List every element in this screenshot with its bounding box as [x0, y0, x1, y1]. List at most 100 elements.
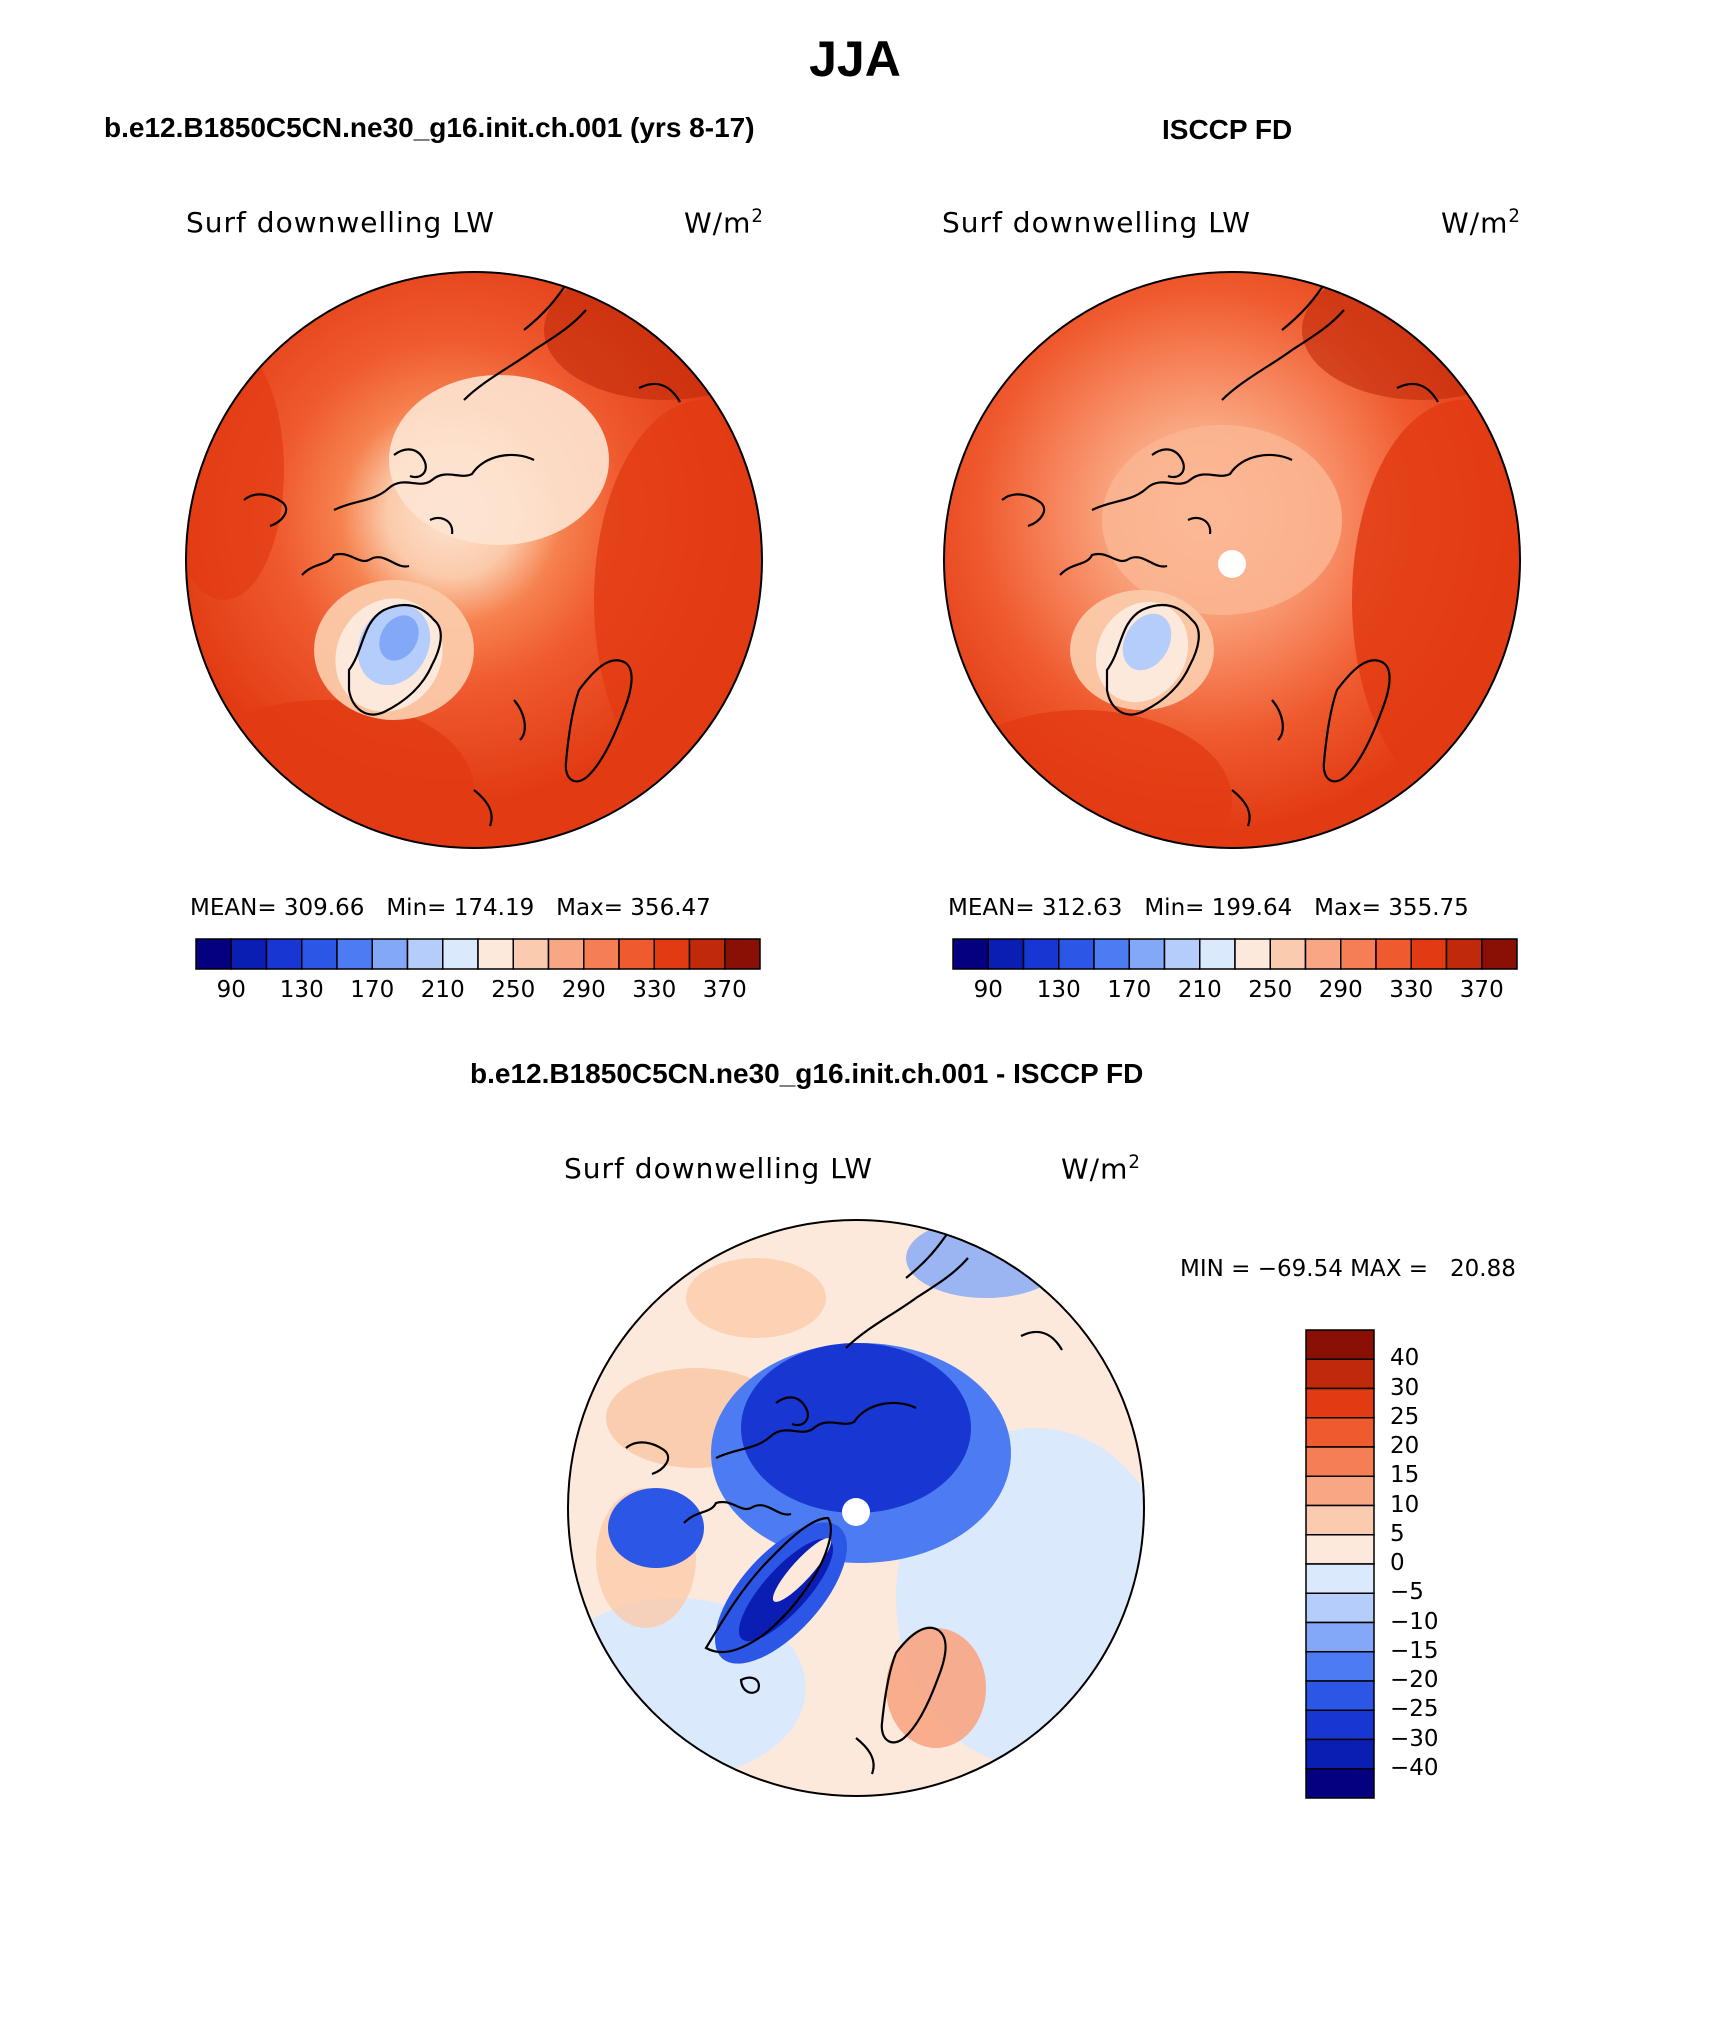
diff-colorbar-tick-label: 0: [1390, 1550, 1405, 1576]
diff-colorbar-box: [1305, 1329, 1375, 1360]
diff-minmax-label: MIN = −69.54 MAX = 20.88: [1180, 1256, 1516, 1282]
panel2-colorbar-box: [1128, 938, 1166, 970]
panel2-colorbar-box: [952, 938, 989, 970]
diff-colorbar-tick-label: −5: [1390, 1579, 1424, 1606]
diff-colorbar-box: [1305, 1563, 1375, 1594]
diff-colorbar-box: [1305, 1504, 1375, 1536]
panel2-pole-missing-data: [1218, 550, 1246, 578]
panel1-colorbar-box: [618, 938, 655, 970]
diff-colorbar-box: [1305, 1680, 1375, 1711]
panel2-min-value: 199.64: [1211, 895, 1293, 921]
panel1-map-boundary: [185, 271, 763, 849]
diff-units-label: W/m2: [1061, 1152, 1141, 1186]
panel1-units-label: W/m2: [684, 206, 764, 240]
diff-colorbar-box: [1305, 1738, 1375, 1770]
panel2-mean-value: 312.63: [1041, 895, 1123, 921]
diff-colorbar-box: [1305, 1709, 1375, 1741]
panel2-colorbar-tick-label: 250: [1248, 977, 1293, 1003]
diff-colorbar-tick-label: 40: [1390, 1345, 1420, 1372]
panel1-colorbar-box: [336, 938, 373, 970]
panel1-stats: MEAN= 309.66 Min= 174.19 Max= 356.47: [190, 895, 711, 921]
diff-colorbar-box: [1305, 1417, 1375, 1448]
diff-colorbar: [1305, 1329, 1375, 1799]
diff-colorbar-tick-label: −20: [1390, 1667, 1439, 1693]
diff-colorbar-tick-label: 15: [1390, 1462, 1420, 1489]
panel1-min-value: 174.19: [453, 895, 535, 921]
panel2-case-title: ISCCP FD: [1162, 114, 1293, 145]
diff-variable-label: Surf downwelling LW: [564, 1152, 873, 1185]
diff-pole-missing-data: [842, 1498, 870, 1526]
panel1-colorbar-tick-label: 130: [279, 977, 324, 1003]
panel2-units-label: W/m2: [1441, 206, 1521, 240]
panel2-coastlines: [1001, 279, 1439, 827]
diff-colorbar-tick-label: −40: [1390, 1754, 1439, 1781]
diff-map-boundary: [567, 1219, 1145, 1797]
panel2-max-label: Max=: [1314, 895, 1381, 921]
diff-colorbar-box: [1305, 1387, 1375, 1419]
panel1-variable-label: Surf downwelling LW: [186, 206, 495, 239]
panel1-colorbar-box: [477, 938, 514, 970]
panel1-colorbar: [195, 938, 761, 970]
panel1-coastlines: [243, 279, 681, 827]
panel2-colorbar-box: [1340, 938, 1377, 970]
panel1-colorbar-tick-label: 250: [491, 977, 536, 1003]
diff-colorbar-box: [1305, 1534, 1375, 1565]
panel1-colorbar-box: [547, 938, 585, 970]
panel1-colorbar-tick-label: 370: [702, 977, 747, 1003]
diff-colorbar-box: [1305, 1621, 1375, 1653]
panel2-colorbar-box: [1410, 938, 1448, 970]
panel2-colorbar-tick-label: 370: [1459, 977, 1504, 1003]
diff-colorbar-tick-label: −25: [1390, 1696, 1439, 1723]
panel1-colorbar-tick-label: 330: [632, 977, 677, 1003]
panel2-colorbar-tick-label: 290: [1318, 977, 1363, 1003]
panel1-mean-label: MEAN=: [190, 895, 277, 921]
diff-colorbar-tick-label: −15: [1390, 1637, 1439, 1664]
diff-colorbar-box: [1305, 1768, 1375, 1799]
panel1-colorbar-tick-label: 90: [216, 977, 246, 1003]
panel2-colorbar-tick-label: 210: [1177, 977, 1222, 1003]
panel1-colorbar-box: [653, 938, 691, 970]
panel2-mean-label: MEAN=: [948, 895, 1035, 921]
panel1-mean-value: 309.66: [283, 895, 365, 921]
panel1-case-title: b.e12.B1850C5CN.ne30_g16.init.ch.001 (yr…: [104, 112, 755, 143]
panel2-variable-label: Surf downwelling LW: [942, 206, 1251, 239]
panel2-colorbar-box: [1269, 938, 1307, 970]
diff-colorbar-tick-label: 5: [1390, 1520, 1405, 1547]
panel1-colorbar-box: [301, 938, 338, 970]
panel2-min-label: Min=: [1144, 895, 1205, 921]
diff-colorbar-tick-label: 25: [1390, 1403, 1420, 1430]
panel2-colorbar-box: [1481, 938, 1518, 970]
diff-colorbar-box: [1305, 1358, 1375, 1390]
diff-panel-title: b.e12.B1850C5CN.ne30_g16.init.ch.001 - I…: [470, 1058, 1144, 1089]
panel2-colorbar-box: [1163, 938, 1201, 970]
panel2-colorbar-box: [987, 938, 1025, 970]
panel1-colorbar-tick-label: 170: [350, 977, 395, 1003]
panel2-colorbar-box: [1234, 938, 1271, 970]
diff-colorbar-tick-label: −10: [1390, 1608, 1439, 1635]
panel2-colorbar-tick-label: 170: [1107, 977, 1152, 1003]
diff-colorbar-tick-label: 10: [1390, 1491, 1420, 1518]
diff-colorbar-tick-label: 30: [1390, 1374, 1420, 1401]
panel2-colorbar-box: [1022, 938, 1060, 970]
panel1-min-label: Min=: [386, 895, 447, 921]
panel2-colorbar-tick-label: 330: [1389, 977, 1434, 1003]
panel1-polar-map: [185, 271, 763, 849]
panel2-colorbar-box: [1058, 938, 1095, 970]
panel2-colorbar-tick-label: 90: [973, 977, 1003, 1003]
panel2-max-value: 355.75: [1388, 895, 1469, 921]
panel1-colorbar-box: [265, 938, 303, 970]
panel1-colorbar-box: [195, 938, 232, 970]
diff-colorbar-box: [1305, 1651, 1375, 1682]
diff-colorbar-box: [1305, 1475, 1375, 1507]
panel1-colorbar-box: [583, 938, 620, 970]
panel1-colorbar-tick-label: 210: [420, 977, 465, 1003]
panel1-colorbar-box: [371, 938, 409, 970]
panel2-colorbar-box: [1093, 938, 1130, 970]
panel2-greenland-low: [1122, 613, 1172, 671]
panel1-max-label: Max=: [556, 895, 623, 921]
panel1-max-value: 356.47: [630, 895, 711, 921]
panel1-colorbar-box: [512, 938, 550, 970]
diff-polar-map: [567, 1219, 1145, 1797]
diff-colorbar-tick-label: 20: [1390, 1433, 1420, 1459]
panel2-stats: MEAN= 312.63 Min= 199.64 Max= 355.75: [948, 895, 1469, 921]
